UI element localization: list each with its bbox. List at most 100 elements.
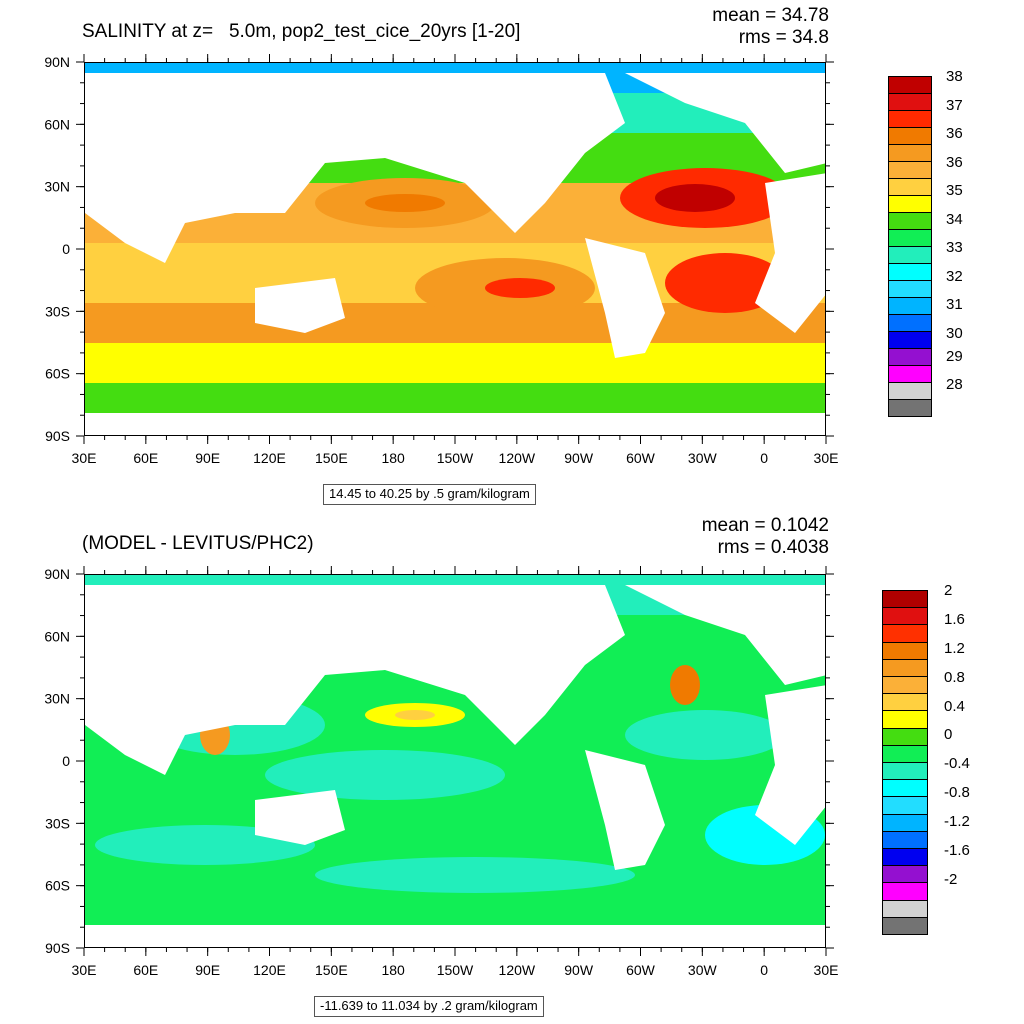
- difference-y-tick-label: 30S: [45, 815, 70, 831]
- salinity-panel: SALINITY at z= 5.0m, pop2_test_cice_20yr…: [44, 5, 963, 505]
- difference-mean: mean = 0.1042: [701, 515, 829, 536]
- salinity-colorbar-label: 36: [946, 125, 963, 143]
- difference-colorbar-box: [882, 865, 928, 884]
- salinity-field: [85, 63, 825, 435]
- salinity-x-tick-label: 120E: [253, 450, 286, 466]
- difference-colorbar-label: 0: [944, 726, 953, 744]
- difference-x-tick-label: 150W: [437, 962, 474, 978]
- salinity-colorbar-label: 38: [946, 68, 963, 85]
- salinity-colorbar-box: [888, 263, 932, 281]
- difference-y-tick-label: 90N: [44, 566, 70, 582]
- salinity-title: SALINITY at z= 5.0m, pop2_test_cice_20yr…: [82, 21, 521, 42]
- difference-x-tick-label: 60E: [133, 962, 158, 978]
- salinity-colorbar-box: [888, 195, 932, 213]
- salinity-colorbar-label: 30: [946, 325, 963, 343]
- salinity-x-tick-label: 30W: [688, 450, 718, 466]
- salinity-colorbar-box: [888, 76, 932, 94]
- salinity-colorbar-box: [888, 93, 932, 111]
- salinity-colorbar-box: [888, 212, 932, 230]
- difference-x-tick-label: 30E: [72, 962, 97, 978]
- salinity-x-tick-label: 60E: [133, 450, 158, 466]
- difference-map: [84, 574, 826, 948]
- salinity-y-tick-label: 30N: [44, 179, 70, 195]
- salinity-axes: 30E 60E 90E 120E 150E 180 150W 120W 90W 60W 30W 0 30…: [44, 54, 839, 466]
- salinity-colorbar-box: [888, 399, 932, 417]
- difference-colorbar-box: [882, 848, 928, 867]
- salinity-colorbar-box: [888, 280, 932, 298]
- salinity-colorbar-box: [888, 178, 932, 196]
- salinity-colorbar-box: [888, 365, 932, 383]
- difference-colorbar-box: [882, 590, 928, 609]
- difference-colorbar-box: [882, 676, 928, 695]
- difference-colorbar-box: [882, 830, 928, 849]
- salinity-x-tick-label: 0: [760, 450, 768, 466]
- salinity-x-tick-label: 180: [381, 450, 405, 466]
- difference-colorbar-label: 2: [944, 582, 953, 599]
- salinity-colorbar-label: 36: [946, 153, 963, 171]
- difference-x-tick-label: 90E: [195, 962, 220, 978]
- salinity-caption: 14.45 to 40.25 by .5 gram/kilogram: [323, 484, 536, 505]
- difference-colorbar-box: [882, 916, 928, 935]
- difference-x-tick-label: 120W: [499, 962, 536, 978]
- salinity-colorbar-box: [888, 382, 932, 400]
- difference-y-tick-label: 90S: [45, 940, 70, 956]
- salinity-colorbar-box: [888, 229, 932, 247]
- salinity-y-tick-label: 90N: [44, 54, 70, 70]
- difference-colorbar-box: [882, 641, 928, 660]
- salinity-mean: mean = 34.78: [712, 5, 829, 26]
- difference-colorbar-label: -1.2: [944, 813, 970, 831]
- salinity-x-tick-label: 60W: [626, 450, 656, 466]
- salinity-x-tick-label: 120W: [499, 450, 536, 466]
- salinity-colorbar-box: [888, 161, 932, 179]
- difference-colorbar-label: 0.4: [944, 697, 965, 715]
- difference-x-tick-label: 180: [381, 962, 405, 978]
- difference-axes: 30E 60E 90E 120E 150E 180 150W 120W 90W 60W 30W 0 30…: [44, 566, 838, 978]
- salinity-y-tick-label: 60N: [44, 116, 70, 132]
- salinity-colorbar-box: [888, 144, 932, 162]
- salinity-colorbar-label: 34: [946, 210, 963, 228]
- salinity-colorbar-box: [888, 127, 932, 145]
- salinity-colorbar-label: 31: [946, 296, 963, 314]
- salinity-colorbar-box: [888, 110, 932, 128]
- salinity-colorbar-box: [888, 246, 932, 264]
- difference-colorbar-box: [882, 796, 928, 815]
- difference-field: [85, 575, 825, 947]
- difference-colorbar-box: [882, 658, 928, 677]
- difference-x-tick-label: 120E: [253, 962, 286, 978]
- salinity-colorbar-label: 32: [946, 267, 963, 285]
- difference-colorbar-box: [882, 882, 928, 901]
- salinity-map: [84, 62, 826, 436]
- difference-colorbar-label: -0.4: [944, 755, 970, 773]
- difference-title: (MODEL - LEVITUS/PHC2): [82, 533, 314, 554]
- salinity-y-tick-label: 0: [62, 241, 70, 257]
- difference-colorbar-box: [882, 693, 928, 712]
- difference-colorbar-box: [882, 624, 928, 643]
- difference-colorbar-box: [882, 762, 928, 781]
- salinity-x-tick-label: 30E: [814, 450, 839, 466]
- salinity-colorbar-box: [888, 297, 932, 315]
- salinity-colorbar-label: 37: [946, 96, 963, 114]
- difference-colorbar-label: 1.2: [944, 639, 965, 657]
- difference-x-tick-label: 0: [760, 962, 768, 978]
- difference-rms: rms = 0.4038: [717, 537, 829, 558]
- salinity-x-tick-label: 30E: [72, 450, 97, 466]
- difference-colorbar-box: [882, 710, 928, 729]
- difference-colorbar-label: -0.8: [944, 784, 970, 802]
- salinity-colorbar-label: 35: [946, 182, 963, 200]
- salinity-x-tick-label: 150W: [437, 450, 474, 466]
- salinity-x-tick-label: 90E: [195, 450, 220, 466]
- salinity-colorbar-label: 33: [946, 239, 963, 257]
- salinity-colorbar-label: 28: [946, 376, 963, 394]
- salinity-rms: rms = 34.8: [738, 27, 829, 48]
- salinity-colorbar-box: [888, 348, 932, 366]
- difference-y-tick-label: 60N: [44, 628, 70, 644]
- difference-caption: -11.639 to 11.034 by .2 gram/kilogram: [314, 996, 544, 1017]
- difference-colorbar-label: 0.8: [944, 668, 965, 686]
- salinity-y-tick-label: 30S: [45, 303, 70, 319]
- salinity-colorbar-label: 29: [946, 347, 963, 365]
- difference-x-tick-label: 150E: [315, 962, 348, 978]
- difference-y-tick-label: 30N: [44, 691, 70, 707]
- difference-colorbar-label: -1.6: [944, 842, 970, 860]
- difference-y-tick-label: 60S: [45, 878, 70, 894]
- difference-colorbar-box: [882, 813, 928, 832]
